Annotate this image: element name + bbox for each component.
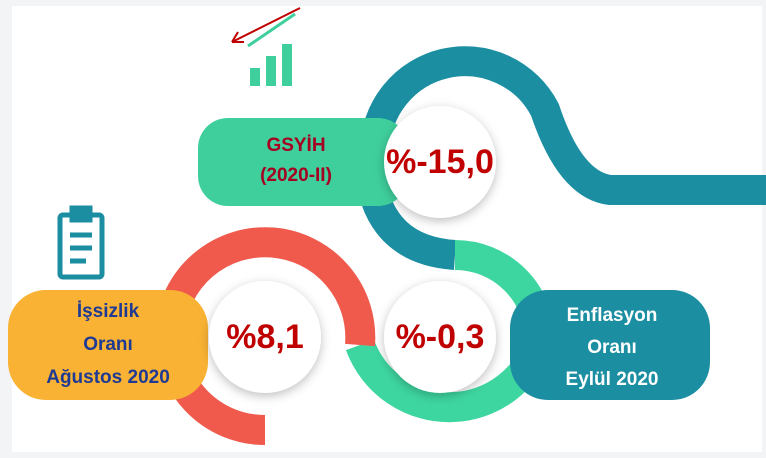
label: Enflasyon (567, 305, 658, 326)
ribbon-top (360, 46, 766, 205)
label: (2020-II) (260, 165, 332, 186)
pill-gdp (198, 118, 408, 206)
value: %-0,3 (396, 318, 485, 356)
label: Oranı (83, 334, 133, 355)
ribbon-red (154, 227, 376, 446)
clipboard-icon (57, 205, 105, 280)
pill-inflation (510, 290, 710, 400)
value-circle (384, 281, 496, 393)
label: İşsizlik (77, 301, 140, 322)
arrow-icon (231, 7, 301, 43)
chart-icon (247, 12, 296, 86)
label: GSYİH (266, 135, 325, 156)
label: Oranı (587, 337, 637, 358)
value: %-15,0 (386, 143, 494, 181)
value-circle (209, 281, 321, 393)
value: %8,1 (226, 318, 304, 356)
label: Eylül 2020 (566, 369, 659, 390)
pill-unemployment (8, 290, 208, 400)
label: Ağustos 2020 (46, 367, 170, 388)
value-circle (384, 106, 496, 218)
